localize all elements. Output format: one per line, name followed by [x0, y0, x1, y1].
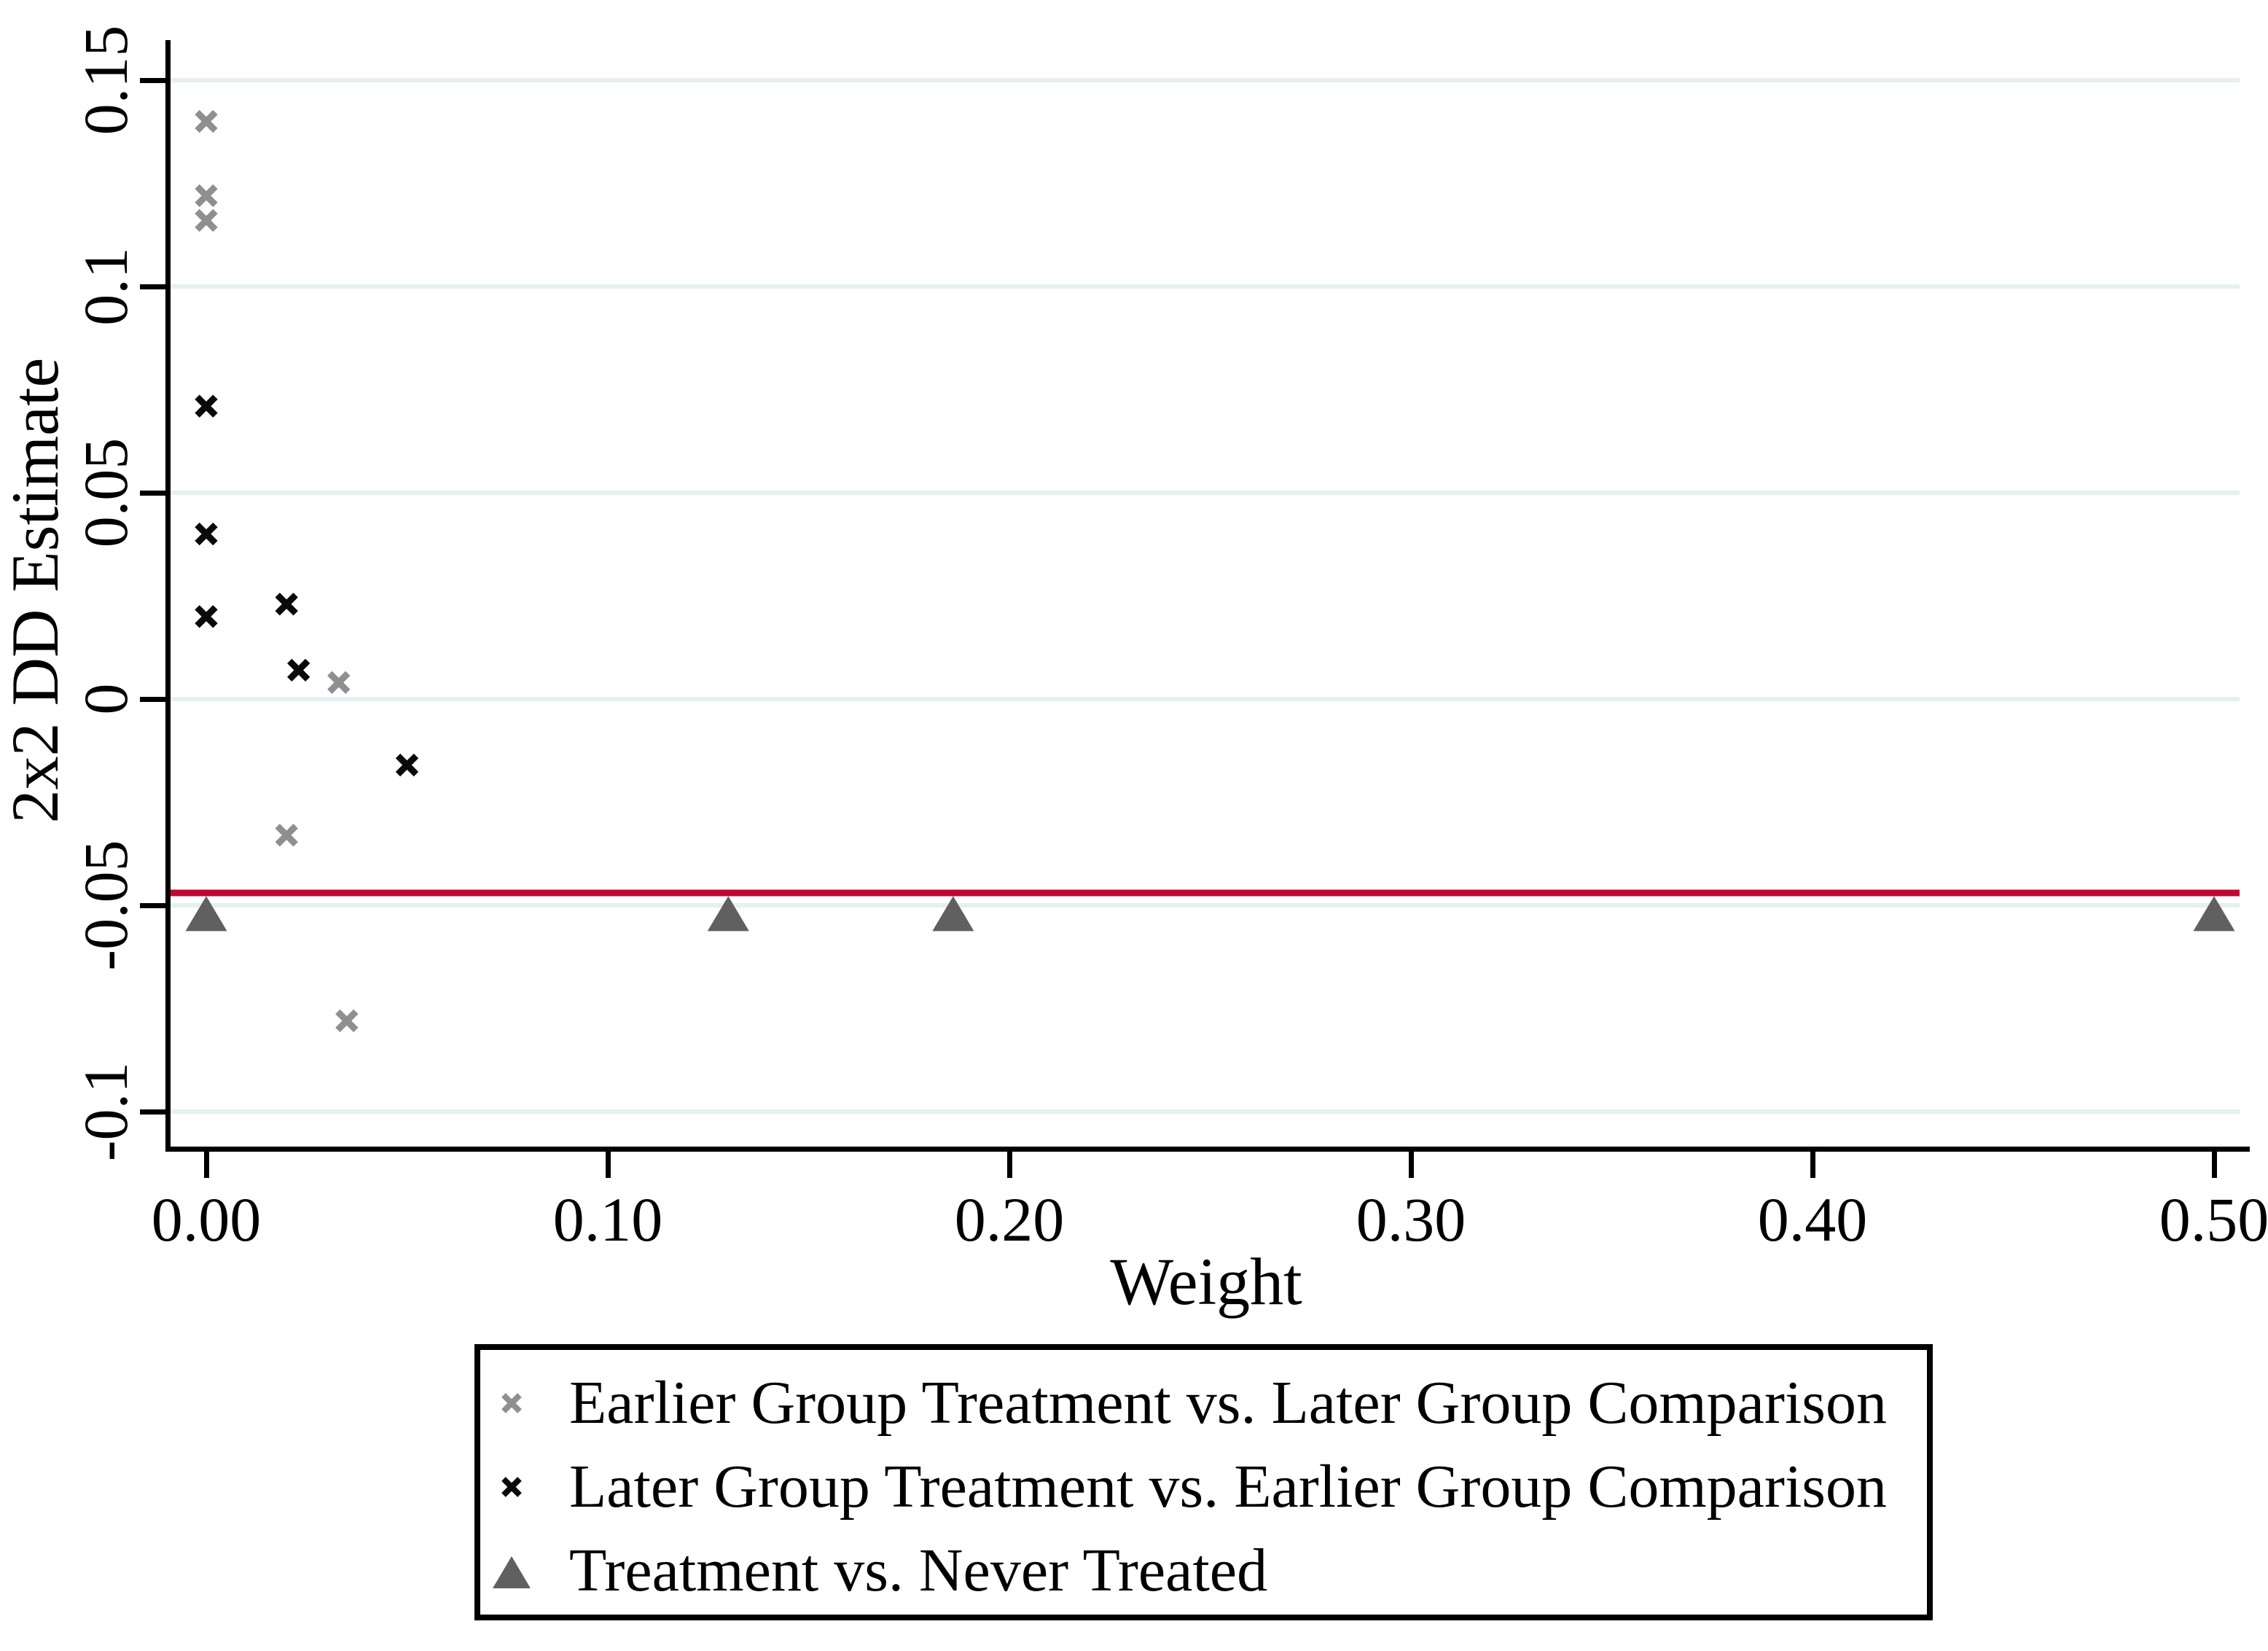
series-1-point [395, 753, 419, 777]
legend-label-never-treated: Treatment vs. Never Treated [569, 1537, 1268, 1604]
gridline [171, 903, 2240, 908]
y-tick-label: 0.1 [71, 247, 141, 326]
x-marker-black-icon [501, 1477, 522, 1497]
x-tick [2212, 1152, 2217, 1178]
legend-label-earlier-vs-later: Earlier Group Treatment vs. Later Group … [569, 1369, 1887, 1437]
y-tick [140, 284, 168, 289]
x-tick-label: 0.10 [552, 1184, 663, 1254]
legend-marker-glyph [493, 1556, 531, 1588]
y-tick-label: -0.1 [71, 1061, 141, 1162]
series-0-point [195, 109, 218, 133]
y-tick-label: -0.05 [71, 840, 141, 971]
gridline [171, 491, 2240, 495]
x-tick-label: 0.20 [954, 1184, 1065, 1254]
gridline [171, 78, 2240, 82]
series-2-point [2193, 896, 2235, 932]
legend-marker-glyph [501, 1477, 522, 1497]
series-0-point [275, 824, 298, 847]
x-axis-title: Weight [1110, 1244, 1302, 1319]
y-tick-label: 0.05 [71, 437, 141, 548]
y-axis-title: 2x2 DD Estimate [0, 357, 72, 824]
series-0-point [327, 671, 351, 695]
y-tick [140, 491, 168, 496]
x-tick-label: 0.30 [1356, 1184, 1466, 1254]
legend-item-later-vs-earlier: Later Group Treatment vs. Earlier Group … [480, 1447, 1887, 1527]
gridline [171, 697, 2240, 701]
x-tick [1007, 1152, 1012, 1178]
x-tick-label: 0.00 [151, 1184, 262, 1254]
series-0-point [195, 208, 218, 233]
x-tick [204, 1152, 209, 1178]
y-tick [140, 78, 168, 83]
gridline [171, 1109, 2240, 1114]
series-0-point [335, 1009, 359, 1033]
x-tick-label: 0.40 [1757, 1184, 1868, 1254]
y-axis-line [165, 40, 171, 1152]
x-tick [1409, 1152, 1414, 1178]
y-tick [140, 697, 168, 702]
series-1-point [287, 658, 310, 682]
series-2-point [932, 896, 974, 932]
legend-label-later-vs-earlier: Later Group Treatment vs. Earlier Group … [569, 1453, 1887, 1521]
x-tick [1810, 1152, 1815, 1178]
y-tick [140, 1109, 168, 1115]
series-1-point [195, 605, 218, 628]
y-tick-label: 0 [71, 683, 141, 715]
triangle-marker-gray-icon [493, 1556, 531, 1588]
series-1-point [275, 593, 298, 616]
legend-item-earlier-vs-later: Earlier Group Treatment vs. Later Group … [480, 1363, 1887, 1443]
series-2-point [185, 896, 227, 932]
series-1-point [195, 394, 218, 418]
gridline [171, 284, 2240, 289]
x-axis-line [165, 1147, 2250, 1152]
y-tick [140, 903, 168, 908]
series-2-point [707, 896, 749, 932]
legend-marker-glyph [501, 1393, 522, 1413]
legend: Earlier Group Treatment vs. Later Group … [474, 1344, 1933, 1620]
series-0-point [195, 184, 218, 208]
x-tick-label: 0.50 [2159, 1184, 2268, 1254]
x-marker-gray-icon [501, 1393, 522, 1413]
scatter-plot-canvas [171, 109, 2240, 1033]
y-tick-label: 0.15 [71, 25, 141, 136]
x-tick [606, 1152, 611, 1178]
series-1-point [195, 522, 218, 546]
legend-item-never-treated: Treatment vs. Never Treated [480, 1531, 1267, 1611]
